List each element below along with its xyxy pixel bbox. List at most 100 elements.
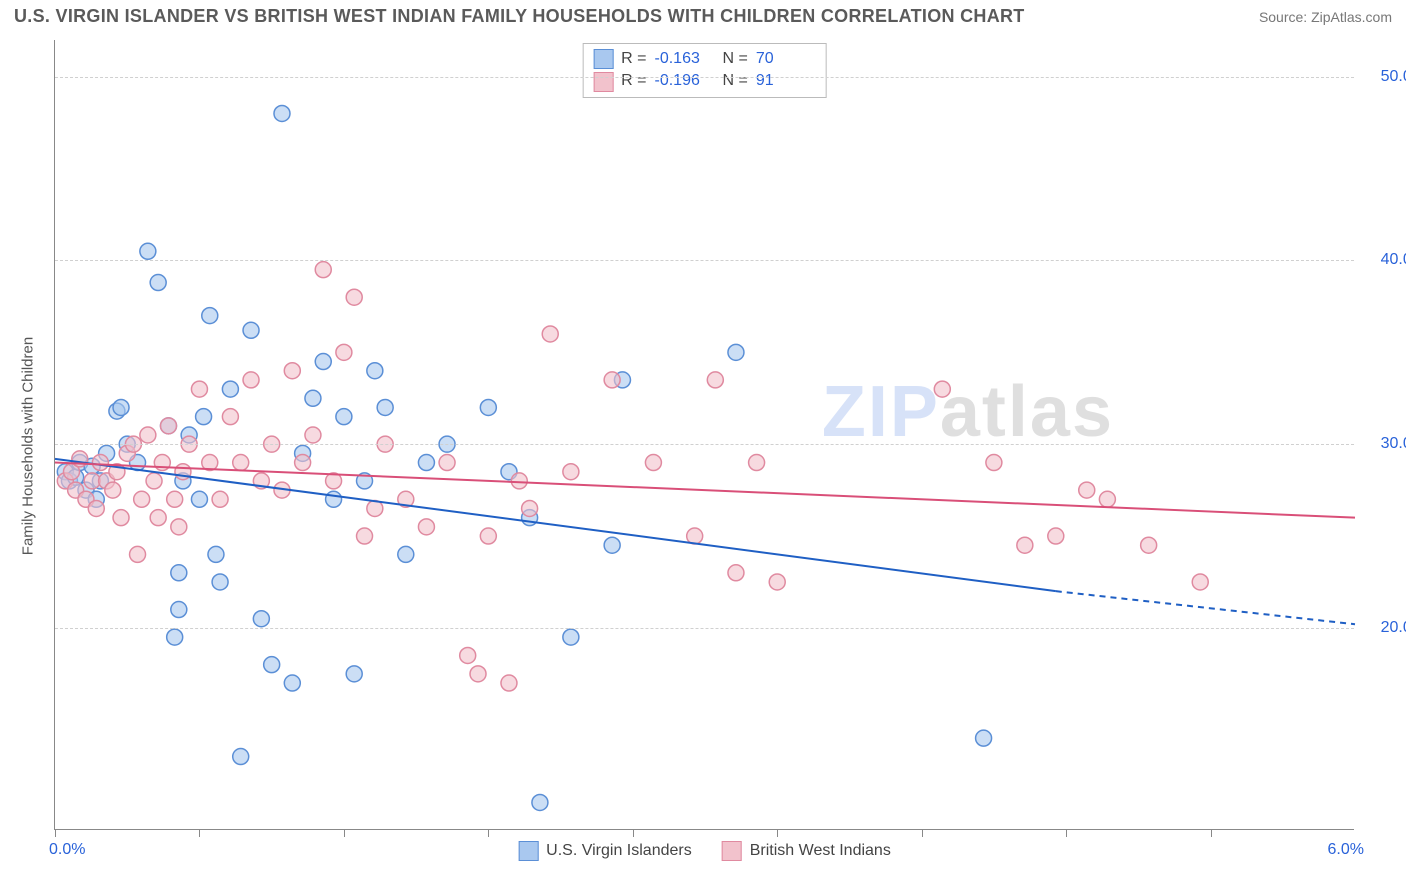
series-legend-item-2: British West Indians <box>722 841 891 861</box>
x-label-left: 0.0% <box>49 841 85 859</box>
x-tick <box>55 829 56 837</box>
chart-source: Source: ZipAtlas.com <box>1259 9 1392 25</box>
data-point <box>233 749 249 765</box>
data-point <box>130 546 146 562</box>
x-tick <box>199 829 200 837</box>
legend-r-2: -0.196 <box>655 70 715 92</box>
legend-swatch-2 <box>593 72 613 92</box>
gridline-h <box>55 77 1354 78</box>
data-point <box>305 427 321 443</box>
data-point <box>336 344 352 360</box>
legend-n-1: 70 <box>756 48 816 70</box>
data-point <box>113 510 129 526</box>
x-tick <box>633 829 634 837</box>
data-point <box>150 275 166 291</box>
legend-n-label-1: N = <box>723 48 748 70</box>
data-point <box>84 473 100 489</box>
data-point <box>480 528 496 544</box>
x-tick <box>922 829 923 837</box>
y-tick-label: 50.0% <box>1366 68 1406 86</box>
data-point <box>1048 528 1064 544</box>
x-tick <box>488 829 489 837</box>
data-point <box>191 491 207 507</box>
legend-swatch-1 <box>593 49 613 69</box>
legend-row-1: R = -0.163 N = 70 <box>593 48 816 70</box>
chart-title: U.S. VIRGIN ISLANDER VS BRITISH WEST IND… <box>14 6 1025 27</box>
data-point <box>346 666 362 682</box>
data-point <box>140 243 156 259</box>
gridline-h <box>55 628 1354 629</box>
data-point <box>728 344 744 360</box>
trend-line-dashed <box>1056 591 1355 624</box>
data-point <box>398 546 414 562</box>
data-point <box>346 289 362 305</box>
data-point <box>470 666 486 682</box>
data-point <box>315 262 331 278</box>
legend-n-2: 91 <box>756 70 816 92</box>
data-point <box>305 390 321 406</box>
data-point <box>284 363 300 379</box>
data-point <box>728 565 744 581</box>
y-tick-label: 30.0% <box>1366 435 1406 453</box>
data-point <box>140 427 156 443</box>
gridline-h <box>55 260 1354 261</box>
y-axis-label: Family Households with Children <box>20 337 37 555</box>
data-point <box>604 537 620 553</box>
data-point <box>233 455 249 471</box>
data-point <box>284 675 300 691</box>
data-point <box>439 455 455 471</box>
x-tick <box>777 829 778 837</box>
data-point <box>336 409 352 425</box>
y-tick-label: 40.0% <box>1366 251 1406 269</box>
series-legend: U.S. Virgin Islanders British West India… <box>518 841 891 861</box>
data-point <box>146 473 162 489</box>
legend-r-label-1: R = <box>621 48 646 70</box>
data-point <box>687 528 703 544</box>
chart-plot-area: ZIPatlas R = -0.163 N = 70 R = -0.196 N … <box>54 40 1354 830</box>
data-point <box>511 473 527 489</box>
series-label-2: British West Indians <box>750 842 891 860</box>
trend-line <box>55 459 1056 591</box>
data-point <box>167 491 183 507</box>
legend-r-label-2: R = <box>621 70 646 92</box>
data-point <box>243 372 259 388</box>
data-point <box>769 574 785 590</box>
data-point <box>604 372 620 388</box>
data-point <box>1099 491 1115 507</box>
data-point <box>171 602 187 618</box>
data-point <box>707 372 723 388</box>
data-point <box>542 326 558 342</box>
data-point <box>150 510 166 526</box>
legend-n-label-2: N = <box>723 70 748 92</box>
data-point <box>532 794 548 810</box>
data-point <box>976 730 992 746</box>
data-point <box>160 418 176 434</box>
data-point <box>986 455 1002 471</box>
data-point <box>88 500 104 516</box>
data-point <box>295 455 311 471</box>
y-tick-label: 20.0% <box>1366 619 1406 637</box>
data-point <box>480 399 496 415</box>
chart-header: U.S. VIRGIN ISLANDER VS BRITISH WEST IND… <box>0 0 1406 31</box>
data-point <box>522 500 538 516</box>
data-point <box>167 629 183 645</box>
gridline-h <box>55 444 1354 445</box>
data-point <box>171 565 187 581</box>
data-point <box>934 381 950 397</box>
data-point <box>191 381 207 397</box>
series-swatch-1 <box>518 841 538 861</box>
correlation-legend: R = -0.163 N = 70 R = -0.196 N = 91 <box>582 43 827 98</box>
data-point <box>113 399 129 415</box>
legend-r-1: -0.163 <box>655 48 715 70</box>
data-point <box>357 528 373 544</box>
data-point <box>1192 574 1208 590</box>
x-tick <box>1211 829 1212 837</box>
data-point <box>222 381 238 397</box>
data-point <box>1079 482 1095 498</box>
data-point <box>315 354 331 370</box>
data-point <box>212 574 228 590</box>
data-point <box>208 546 224 562</box>
data-point <box>326 491 342 507</box>
data-point <box>171 519 187 535</box>
legend-row-2: R = -0.196 N = 91 <box>593 70 816 92</box>
